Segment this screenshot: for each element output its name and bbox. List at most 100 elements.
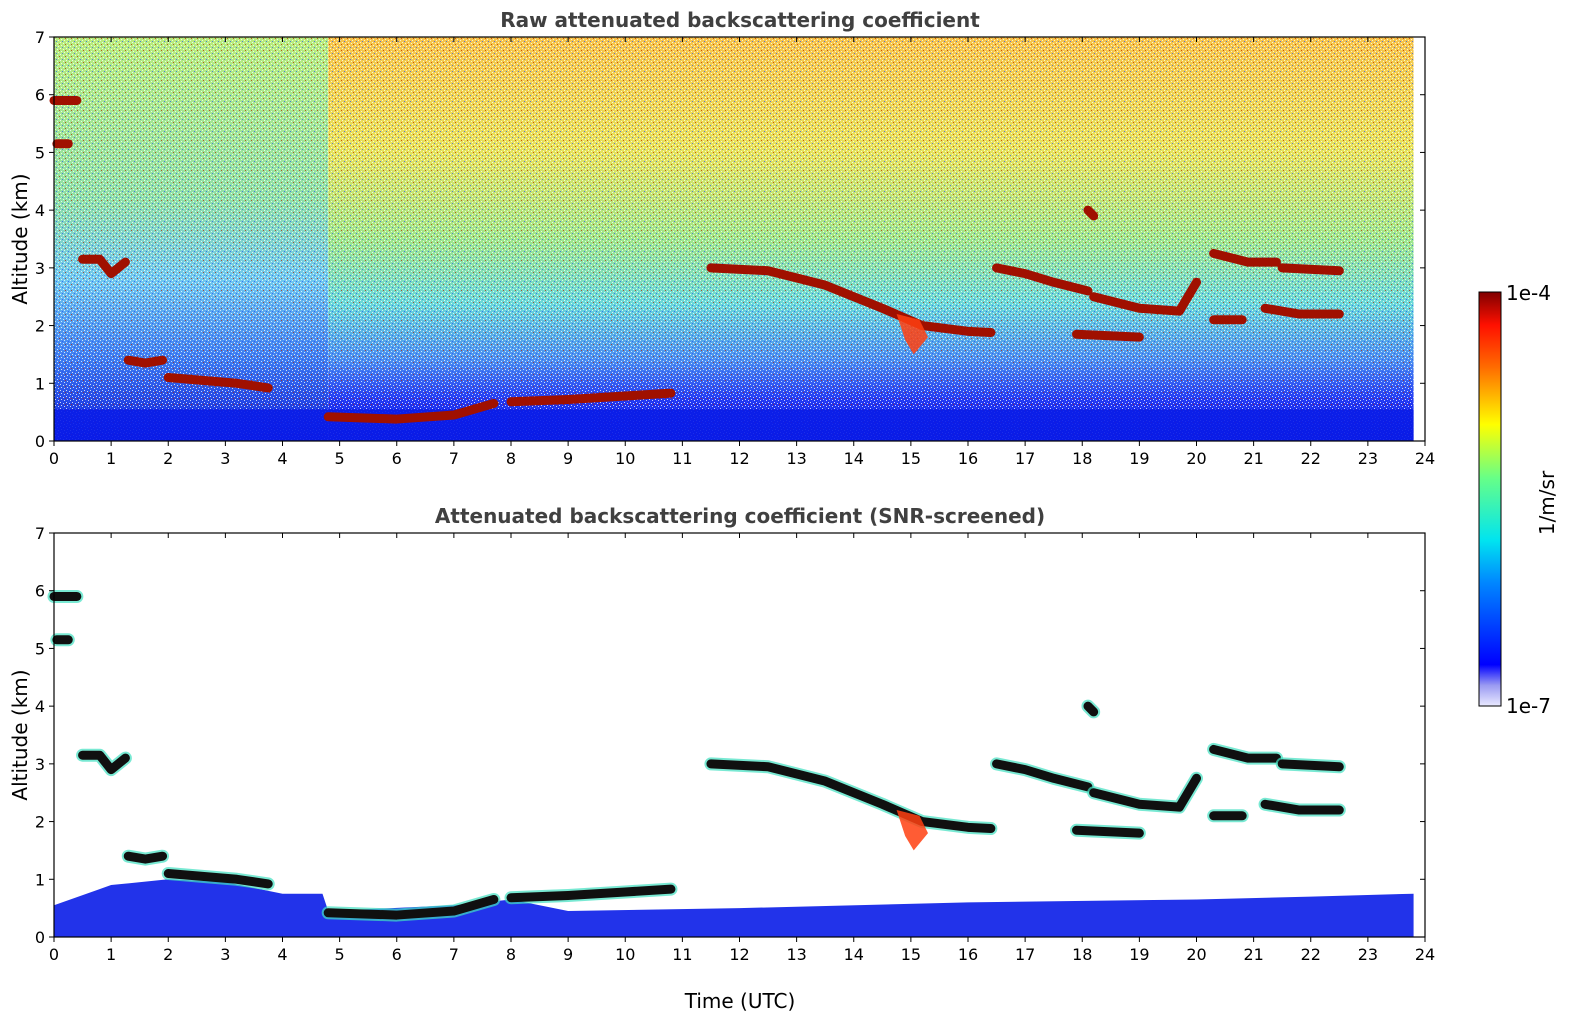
raw-cloud-layer-5 — [323, 398, 499, 424]
raw-cloud-layer-10 — [1209, 248, 1281, 267]
raw-panel-axes: 0 1 2 3 4 5 6 7 8 9 10 11 12 13 14 15 16 17 18 19 20 21 22 23 24… — [35, 28, 1435, 468]
screened-xtick-label-19: 19 — [1129, 945, 1149, 964]
screened-xtick-label-10: 10 — [615, 945, 635, 964]
screened-cloud-layer-9 — [1089, 773, 1201, 812]
screened-xtick-label-5: 5 — [335, 945, 345, 964]
raw-ytick-label-2: 2 — [35, 317, 45, 336]
screened-cloud-layer-7 — [706, 759, 996, 833]
raw-cloud-layer-11 — [1277, 263, 1344, 276]
raw-xtick-label-16: 16 — [958, 449, 978, 468]
raw-xtick-label-12: 12 — [729, 449, 749, 468]
screened-panel-xlabel: Time (UTC) — [684, 989, 796, 1013]
raw-xtick-label-15: 15 — [901, 449, 921, 468]
raw-xtick-label-8: 8 — [506, 449, 516, 468]
raw-cloud-layer-3 — [123, 355, 168, 368]
raw-xtick-label-6: 6 — [392, 449, 402, 468]
raw-panel-title: Raw attenuated backscattering coefficien… — [500, 8, 980, 32]
raw-backscatter-panel: 0 1 2 3 4 5 6 7 8 9 10 11 12 13 14 15 16 17 18 19 20 21 22 23 24… — [8, 8, 1435, 468]
screened-cloud-layer-15 — [1083, 701, 1099, 717]
raw-cloud-layer-8 — [992, 263, 1093, 296]
screened-xtick-label-2: 2 — [163, 945, 173, 964]
raw-xtick-label-0: 0 — [49, 449, 59, 468]
raw-xtick-label-1: 1 — [106, 449, 116, 468]
screened-ytick-label-7: 7 — [35, 524, 45, 543]
raw-virga-15utc — [896, 314, 929, 355]
screened-xtick-label-0: 0 — [49, 945, 59, 964]
raw-xtick-label-19: 19 — [1129, 449, 1149, 468]
raw-ytick-label-1: 1 — [35, 374, 45, 393]
raw-cloud-layer-12 — [1260, 303, 1344, 319]
screened-xtick-label-9: 9 — [563, 945, 573, 964]
screened-xtick-label-8: 8 — [506, 945, 516, 964]
raw-ytick-label-6: 6 — [35, 86, 45, 105]
raw-xtick-label-24: 24 — [1415, 449, 1435, 468]
screened-ytick-label-5: 5 — [35, 639, 45, 658]
screened-xtick-label-1: 1 — [106, 945, 116, 964]
screened-xtick-label-22: 22 — [1301, 945, 1321, 964]
raw-xtick-label-2: 2 — [163, 449, 173, 468]
screened-cloud-layer-6 — [506, 884, 676, 903]
raw-xtick-label-7: 7 — [449, 449, 459, 468]
raw-xtick-label-10: 10 — [615, 449, 635, 468]
raw-xtick-label-20: 20 — [1186, 449, 1206, 468]
screened-xtick-label-15: 15 — [901, 945, 921, 964]
screened-xtick-label-3: 3 — [220, 945, 230, 964]
screened-xtick-label-11: 11 — [672, 945, 692, 964]
screened-ytick-label-4: 4 — [35, 697, 45, 716]
raw-noise-speckle — [54, 37, 1414, 441]
screened-xtick-label-14: 14 — [844, 945, 864, 964]
colorbar-gradient — [1478, 291, 1502, 707]
screened-xtick-label-16: 16 — [958, 945, 978, 964]
raw-xtick-label-21: 21 — [1243, 449, 1263, 468]
raw-ytick-label-3: 3 — [35, 259, 45, 278]
screened-ytick-label-3: 3 — [35, 755, 45, 774]
screened-cloud-layer-14 — [1072, 825, 1144, 838]
raw-ytick-label-5: 5 — [35, 143, 45, 162]
raw-backscatter-heatmap — [49, 37, 1414, 441]
raw-xtick-label-11: 11 — [672, 449, 692, 468]
raw-ytick-label-4: 4 — [35, 201, 45, 220]
screened-cloud-layer-10 — [1209, 744, 1281, 763]
screened-xtick-label-24: 24 — [1415, 945, 1435, 964]
colorbar-unit-label: 1/m/sr — [1535, 470, 1559, 535]
screened-backscatter-panel: 0 1 2 3 4 5 6 7 8 9 10 11 12 13 14 15 16 17 18 19 20 21 22 23 24… — [8, 504, 1435, 1013]
raw-ytick-label-7: 7 — [35, 28, 45, 47]
screened-cloud-layer-3 — [123, 851, 168, 864]
raw-xtick-label-23: 23 — [1358, 449, 1378, 468]
raw-xtick-label-14: 14 — [844, 449, 864, 468]
screened-xtick-label-17: 17 — [1015, 945, 1035, 964]
raw-boundary-layer — [54, 409, 1414, 441]
colorbar-max-label: 1e-4 — [1506, 281, 1551, 305]
screened-xtick-label-23: 23 — [1358, 945, 1378, 964]
screened-panel-ylabel: Altitude (km) — [8, 669, 32, 800]
screened-panel-title: Attenuated backscattering coefficient (S… — [435, 504, 1045, 528]
raw-panel-ylabel: Altitude (km) — [8, 173, 32, 304]
raw-xtick-label-18: 18 — [1072, 449, 1092, 468]
raw-xtick-label-3: 3 — [220, 449, 230, 468]
screened-xtick-label-13: 13 — [786, 945, 806, 964]
raw-xtick-label-5: 5 — [335, 449, 345, 468]
screened-cloud-layer-11 — [1277, 759, 1344, 772]
raw-xtick-label-17: 17 — [1015, 449, 1035, 468]
screened-cloud-layer-5 — [323, 894, 499, 920]
screened-ytick-label-1: 1 — [35, 870, 45, 889]
colorbar: 1e-4 1e-7 1/m/sr — [1478, 281, 1559, 718]
screened-cloud-layer-8 — [992, 759, 1093, 792]
screened-cloud-layer-2 — [78, 750, 130, 775]
raw-xtick-label-4: 4 — [277, 449, 287, 468]
raw-cloud-layer-9 — [1089, 277, 1201, 316]
screened-cloud-layer-4 — [163, 869, 273, 889]
screened-panel-axes: 0 1 2 3 4 5 6 7 8 9 10 11 12 13 14 15 16 17 18 19 20 21 22 23 24… — [35, 524, 1435, 964]
raw-cloud-layer-14 — [1072, 329, 1144, 342]
screened-ytick-label-6: 6 — [35, 582, 45, 601]
raw-ytick-label-0: 0 — [35, 432, 45, 451]
screened-cloud-layer-12 — [1260, 799, 1344, 815]
screened-backscatter-heatmap — [47, 589, 1414, 937]
screened-virga-15utc — [896, 810, 929, 851]
screened-xtick-label-12: 12 — [729, 945, 749, 964]
raw-xtick-label-22: 22 — [1301, 449, 1321, 468]
screened-xtick-label-18: 18 — [1072, 945, 1092, 964]
screened-xtick-label-21: 21 — [1243, 945, 1263, 964]
colorbar-min-label: 1e-7 — [1506, 694, 1551, 718]
